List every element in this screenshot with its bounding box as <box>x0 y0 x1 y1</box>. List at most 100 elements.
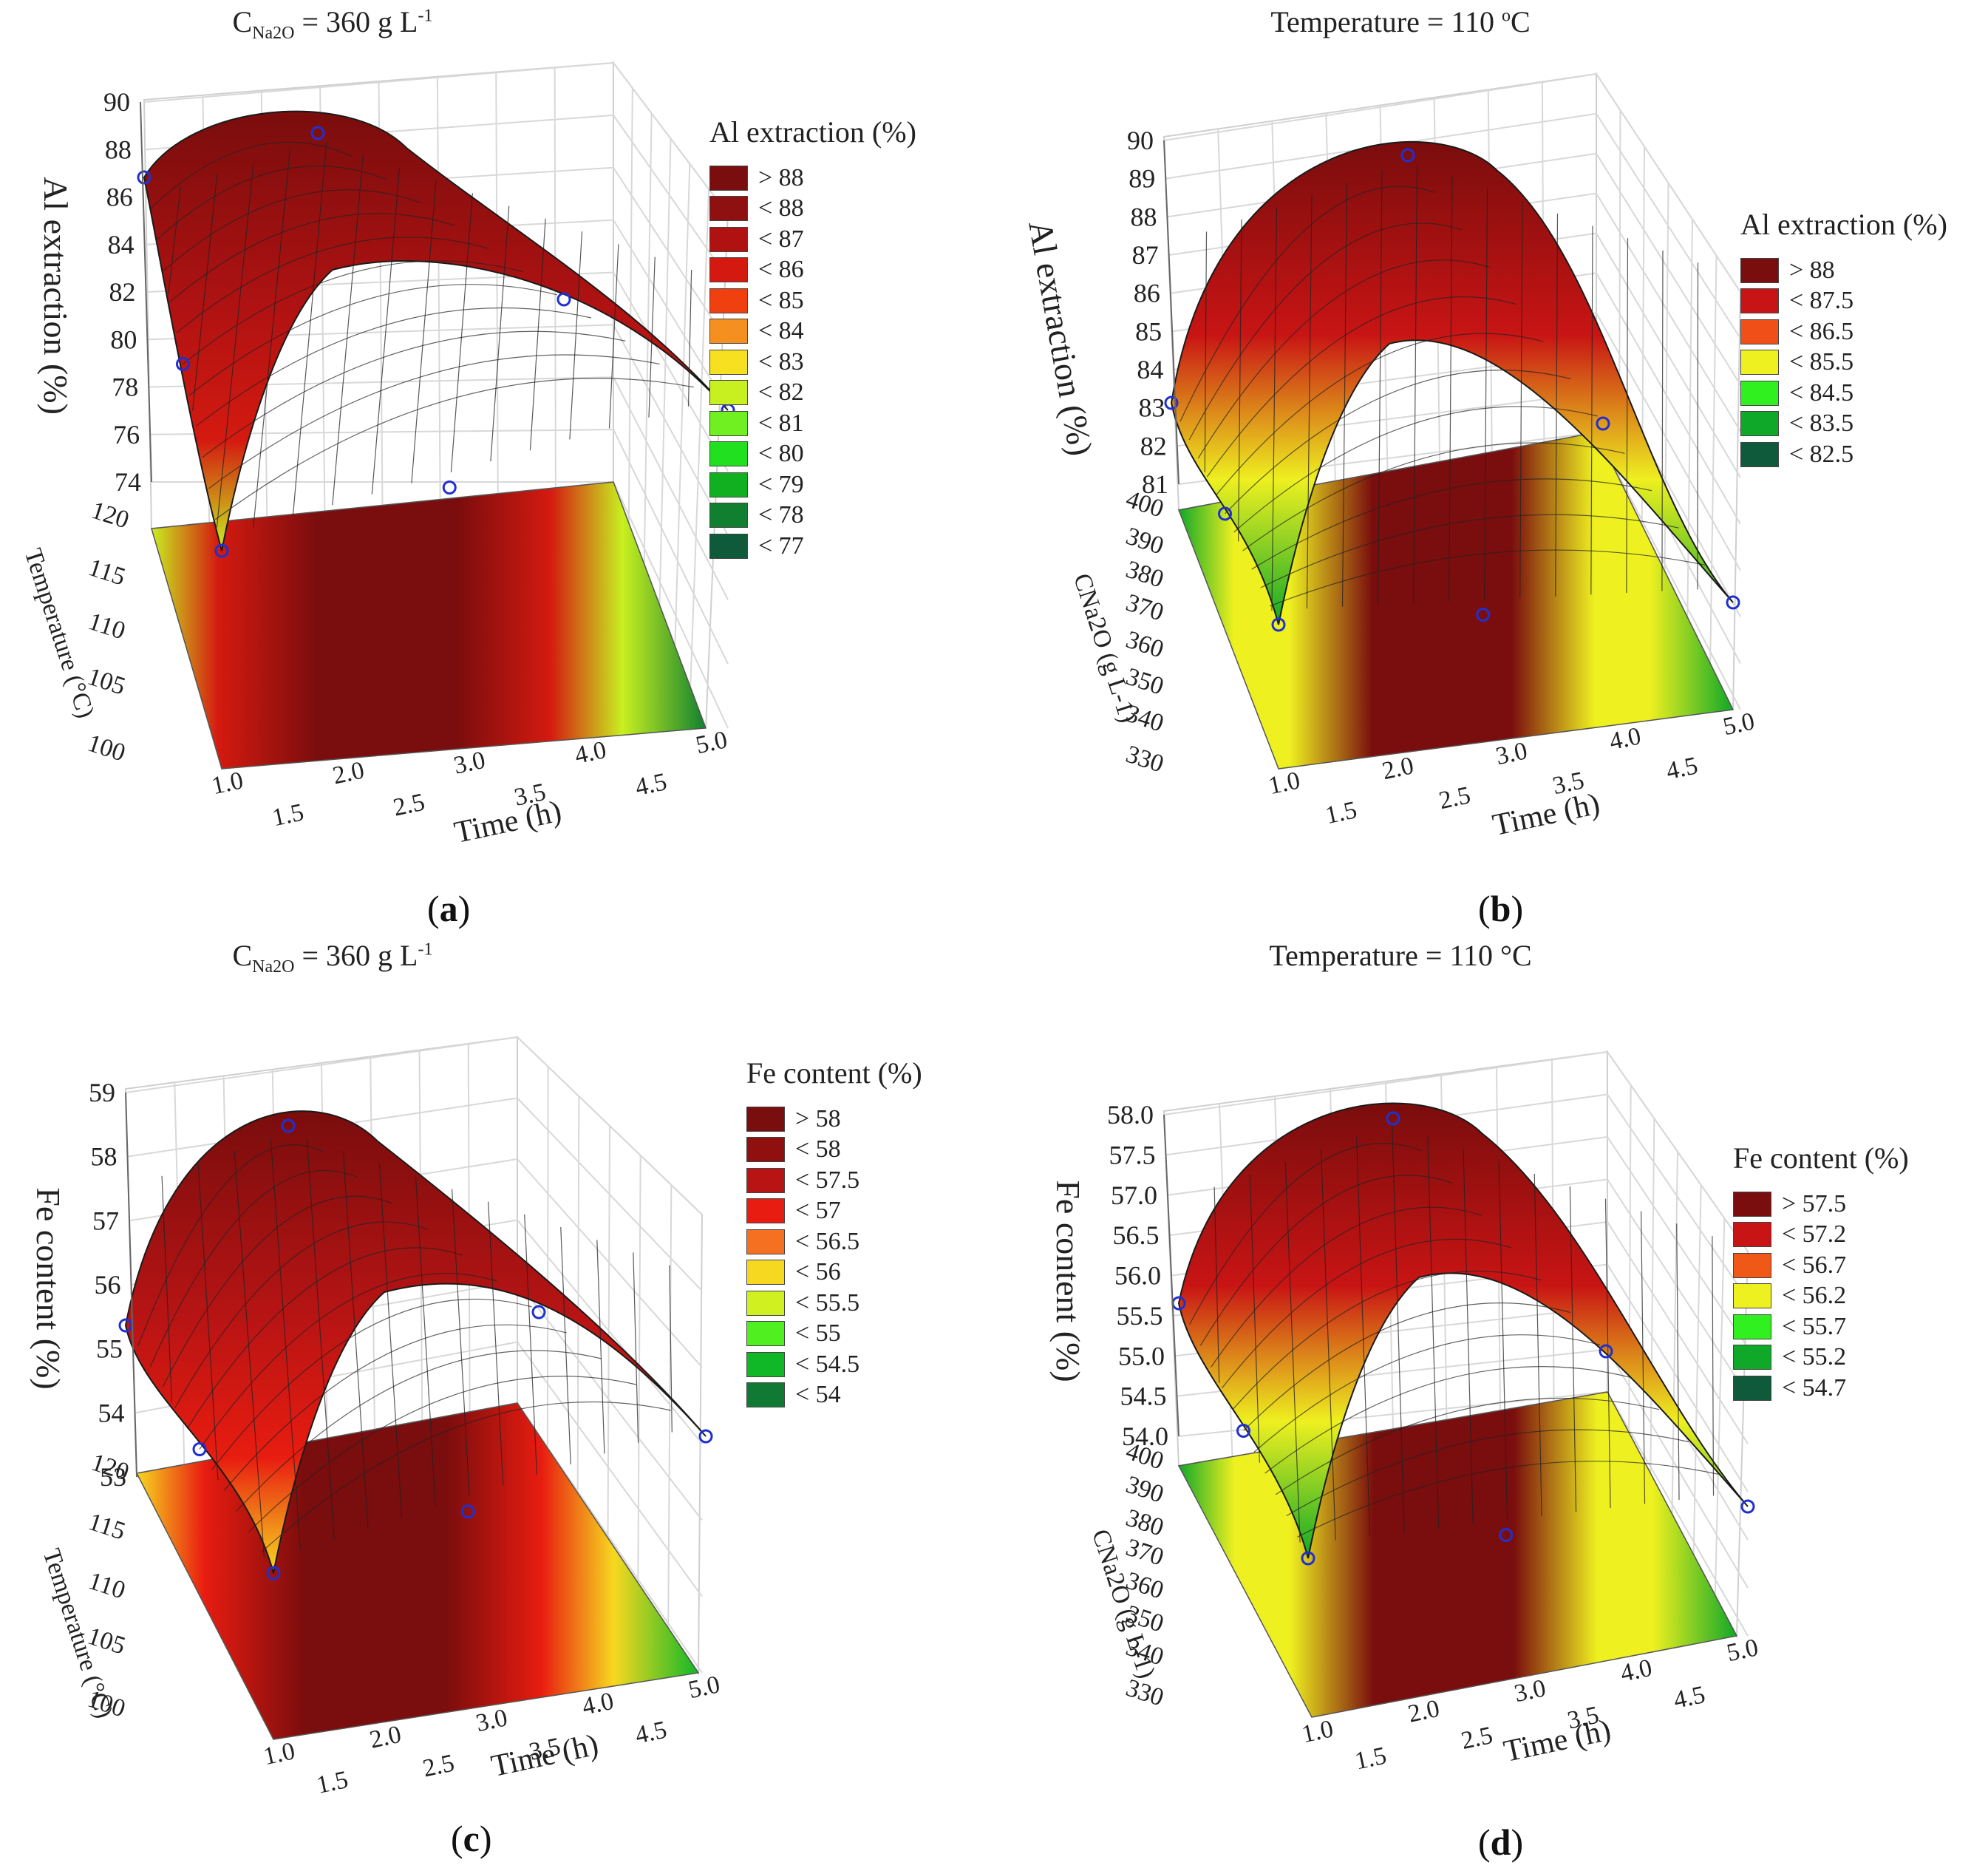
contour-floor <box>151 481 707 770</box>
gridline <box>690 189 710 687</box>
mesh-line <box>1260 514 1679 588</box>
legend-swatch <box>1740 441 1779 467</box>
panel-c: CNa2O = 360 g L-1 59 58 57 56 55 54 53 Fe conte… <box>0 934 994 1867</box>
mesh-line <box>1533 1173 1542 1516</box>
response-surface <box>1170 140 1734 625</box>
mesh-line <box>524 1214 538 1475</box>
legend-swatch <box>746 1198 785 1224</box>
z-tick-label: 56.5 <box>1113 1220 1160 1250</box>
design-point <box>531 1305 546 1320</box>
z-tick-label: 90 <box>1127 126 1154 155</box>
mesh-line <box>216 161 254 528</box>
mesh-line <box>1661 250 1664 591</box>
design-point <box>1236 1424 1250 1438</box>
mesh-line <box>149 1170 358 1368</box>
mesh-line <box>1498 1161 1508 1521</box>
legend-swatch <box>1733 1222 1771 1248</box>
y-tick-label: 380 <box>1123 556 1167 594</box>
design-point <box>1599 1344 1613 1359</box>
mesh-line <box>1569 1186 1577 1512</box>
legend-label: < 55.7 <box>1782 1312 1847 1340</box>
gridline <box>613 429 729 665</box>
mesh-line <box>176 237 489 333</box>
z-tick-label: 56 <box>95 1270 121 1300</box>
legend-label: < 78 <box>758 501 804 529</box>
legend-label: > 58 <box>795 1104 841 1132</box>
z-axis <box>125 1092 137 1478</box>
mesh-line <box>1242 442 1625 551</box>
mesh-line <box>1189 1143 1423 1325</box>
legend-item: < 80 <box>709 439 916 470</box>
x-tick-label: 2.0 <box>1380 752 1416 785</box>
mesh-line <box>1204 231 1208 472</box>
plot-title: CNa2O = 360 g L-1 <box>232 5 433 43</box>
legend-label: < 88 <box>758 194 804 223</box>
x-tick-label: 4.0 <box>1607 722 1643 755</box>
design-point <box>118 1318 133 1333</box>
design-point <box>1726 595 1740 610</box>
gridline <box>495 72 499 494</box>
legend-label: < 55.5 <box>795 1288 860 1317</box>
design-point <box>1499 1528 1514 1542</box>
x-tick-label: 4.5 <box>633 1716 669 1749</box>
z-tick-label: 55.5 <box>1117 1301 1163 1331</box>
gridline <box>627 88 633 523</box>
legend-item: < 81 <box>709 408 916 439</box>
mesh-line <box>569 231 583 440</box>
mesh-line <box>1427 1136 1440 1529</box>
legend-swatch <box>709 226 748 252</box>
mesh-line <box>411 180 437 483</box>
panel-label: (a) <box>427 888 471 929</box>
z-axis-label: Fe content (%) <box>30 1187 67 1389</box>
legend-label: < 77 <box>758 531 804 560</box>
mesh-line <box>214 378 694 520</box>
mesh-line <box>1676 1223 1680 1500</box>
gridline <box>674 163 691 647</box>
panel-d: Temperature = 110 °C 58.0 57.5 57.0 56.5 56.… <box>994 934 1988 1867</box>
legend-label: < 57 <box>795 1197 841 1225</box>
y-tick-label: 115 <box>85 1508 129 1546</box>
design-point <box>1596 416 1610 431</box>
mesh-line <box>183 260 523 364</box>
legend-label: < 83.5 <box>1789 410 1854 438</box>
legend-label: > 88 <box>758 163 804 191</box>
z-tick-label: 81 <box>1142 469 1168 499</box>
x-tick-label: 3.5 <box>527 1733 563 1766</box>
panel-b: Temperature = 110 oC 90 89 88 87 86 85 84 83 82 8… <box>994 0 1988 934</box>
legend-item: < 54.7 <box>1733 1373 1909 1404</box>
mesh-line <box>248 1376 636 1532</box>
legend-item: < 54 <box>746 1380 922 1411</box>
mesh-line <box>1211 1206 1483 1368</box>
legend-label: < 87.5 <box>1789 287 1854 315</box>
gridline <box>1709 255 1718 664</box>
design-point <box>1218 506 1232 521</box>
mesh-line <box>1356 1137 1371 1537</box>
mesh-line <box>1264 1366 1630 1474</box>
gridline <box>1714 1217 1726 1596</box>
mesh-line <box>188 284 557 396</box>
mesh-line <box>1206 296 1516 478</box>
mesh-line <box>306 1138 335 1540</box>
x-axis-label: Time (h) <box>1490 787 1603 843</box>
mesh-line <box>371 167 401 495</box>
z-tick-label: 86 <box>106 183 133 212</box>
legend-title: Fe content (%) <box>746 1056 922 1090</box>
legend-label: > 88 <box>1789 256 1835 284</box>
surface-chart: 58.0 57.5 57.0 56.5 56.0 55.5 55.0 54.5 54.0 Fe c… <box>1049 1049 1760 1775</box>
legend-label: < 85 <box>758 286 804 314</box>
design-point <box>137 170 152 185</box>
legend-title: Al extraction (%) <box>1740 208 1947 241</box>
mesh-line <box>157 166 387 240</box>
legend-swatch <box>746 1229 785 1254</box>
plot-title: Temperature = 110 oC <box>1270 5 1531 38</box>
legend-swatch <box>709 472 748 497</box>
legend-label: < 55.2 <box>1782 1343 1847 1371</box>
design-point <box>442 480 457 495</box>
mesh-line <box>1626 238 1629 594</box>
design-point <box>1476 608 1491 622</box>
legend-item: < 83 <box>709 347 916 378</box>
legend-swatch <box>746 1167 785 1193</box>
mesh-line <box>223 1324 567 1491</box>
mesh-line <box>162 1195 393 1388</box>
design-point <box>176 357 190 371</box>
